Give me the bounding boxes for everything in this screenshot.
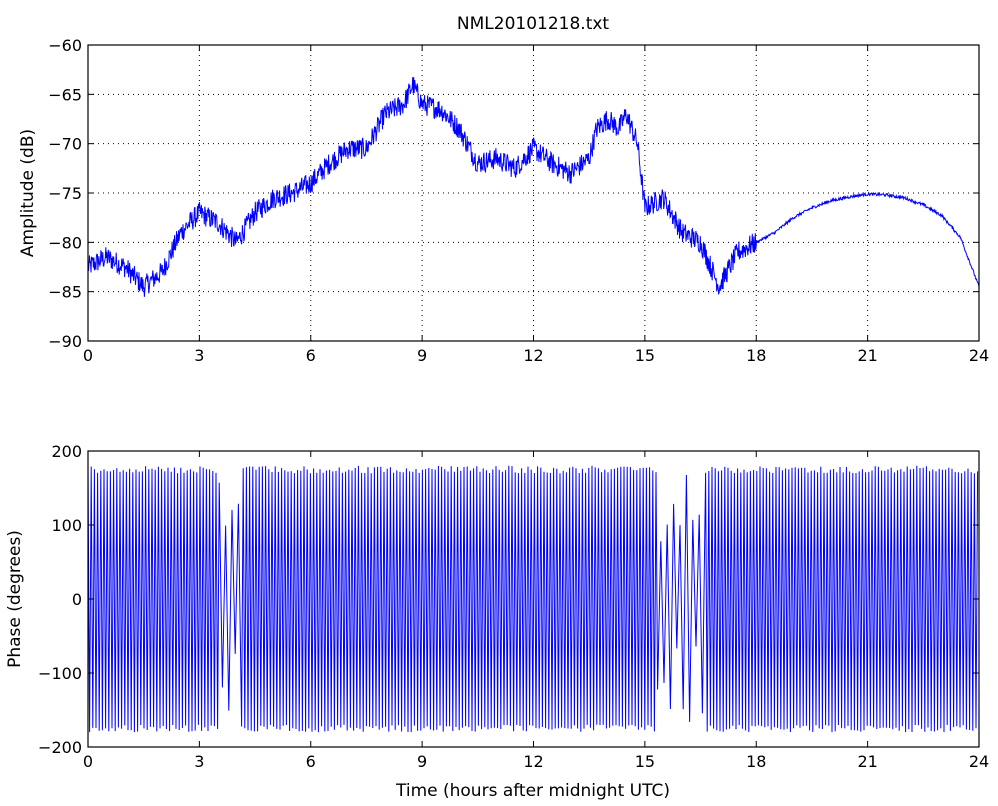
phase-line [87, 465, 979, 733]
amplitude-ytick-label: −85 [48, 283, 82, 302]
amplitude-xtick-label: 15 [635, 346, 655, 365]
phase-ylabel: Phase (degrees) [5, 530, 25, 668]
amplitude-xtick-label: 9 [417, 346, 427, 365]
amplitude-xtick-label: 3 [194, 346, 204, 365]
amplitude-ytick-label: −75 [48, 184, 82, 203]
phase-xtick-label: 15 [635, 752, 655, 771]
amplitude-grid [88, 45, 979, 341]
amplitude-xtick-label: 12 [523, 346, 543, 365]
amplitude-ytick-label: −90 [48, 332, 82, 351]
figure-title: NML20101218.txt [457, 14, 610, 34]
phase-xtick-label: 0 [83, 752, 93, 771]
phase-ytick-label: −100 [38, 664, 82, 683]
amplitude-ylabel: Amplitude (dB) [18, 129, 38, 257]
phase-xtick-label: 18 [746, 752, 766, 771]
phase-xlabel: Time (hours after midnight UTC) [395, 781, 670, 801]
amplitude-ytick-label: −80 [48, 233, 82, 252]
amplitude-xtick-label: 18 [746, 346, 766, 365]
amplitude-axes: 0 3 6 9 12 15 18 21 24 −90 −85 −80 −75 −70 −65 −60 Ampl… [18, 36, 989, 365]
phase-ytick-label: 100 [51, 516, 82, 535]
amplitude-series [87, 77, 980, 297]
phase-xtick-label: 9 [417, 752, 427, 771]
phase-xtick-label: 3 [194, 752, 204, 771]
phase-xtick-label: 12 [523, 752, 543, 771]
amplitude-xtick-label: 6 [306, 346, 316, 365]
amplitude-ytick-label: −60 [48, 36, 82, 55]
phase-ytick-label: −200 [38, 738, 82, 757]
phase-xtick-label: 21 [857, 752, 877, 771]
phase-ytick-label: 0 [72, 590, 82, 609]
phase-axes: 0 3 6 9 12 15 18 21 24 −200 −100 0 100 200 Phase (deg… [5, 442, 989, 801]
phase-ytick-label: 200 [51, 442, 82, 461]
phase-xtick-label: 24 [969, 752, 989, 771]
amplitude-xtick-label: 0 [83, 346, 93, 365]
amplitude-ytick-label: −70 [48, 135, 82, 154]
amplitude-xtick-label: 24 [969, 346, 989, 365]
amplitude-ytick-label: −65 [48, 85, 82, 104]
phase-xtick-label: 6 [306, 752, 316, 771]
amplitude-xtick-label: 21 [857, 346, 877, 365]
amplitude-line [87, 77, 980, 297]
phase-series [87, 465, 979, 733]
amplitude-ticks: 0 3 6 9 12 15 18 21 24 −90 −85 −80 −75 −70 −65 −60 [48, 36, 989, 365]
phase-ticks: 0 3 6 9 12 15 18 21 24 −200 −100 0 100 200 [38, 442, 989, 771]
